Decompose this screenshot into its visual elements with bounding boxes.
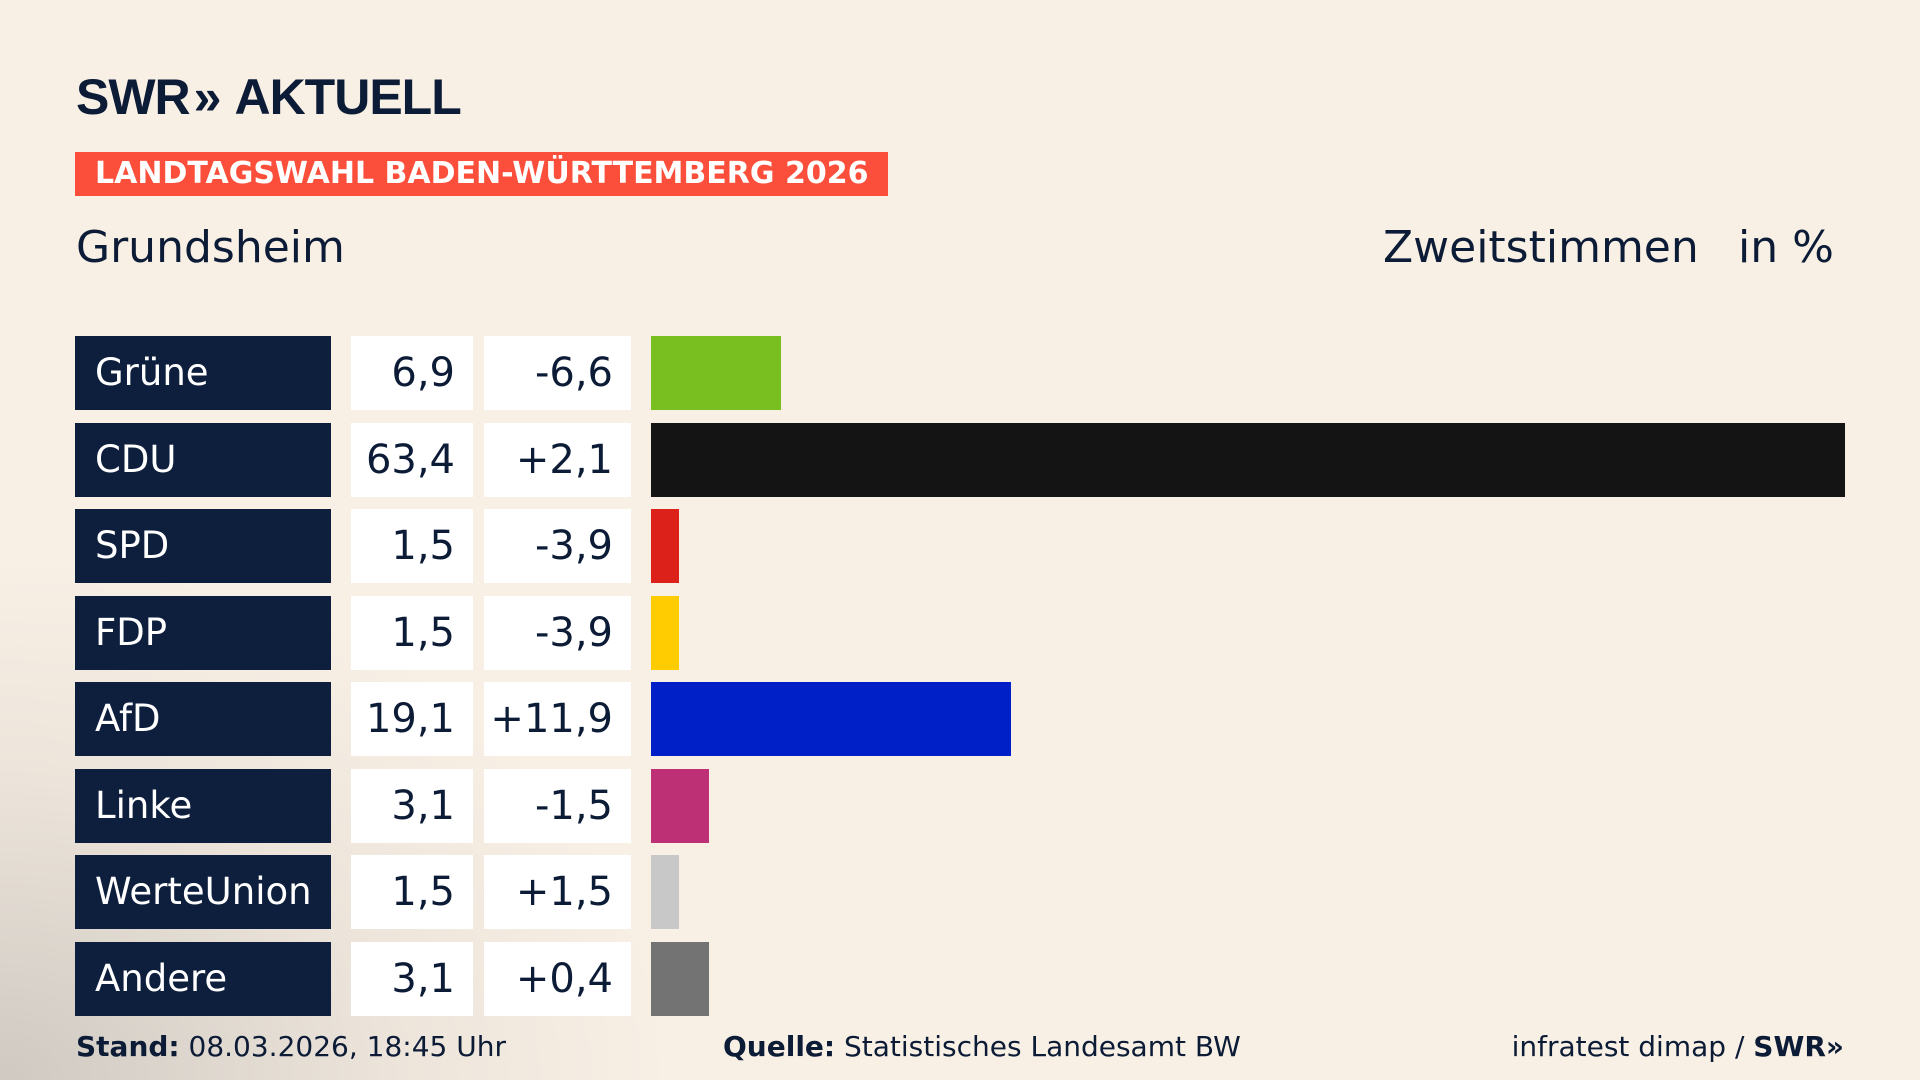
party-label: Grüne bbox=[75, 336, 331, 410]
bar bbox=[651, 509, 680, 583]
value-label: 3,1 bbox=[351, 768, 473, 843]
value-label: 19,1 bbox=[351, 682, 473, 756]
election-banner: LANDTAGSWAHL BADEN-WÜRTTEMBERG 2026 bbox=[75, 152, 889, 196]
diff-label: +0,4 bbox=[484, 941, 631, 1016]
logo-suffix: AKTUELL bbox=[234, 69, 461, 125]
party-label: Andere bbox=[75, 941, 331, 1016]
swr-aktuell-logo: SWR» AKTUELL bbox=[76, 68, 462, 126]
value-label: 1,5 bbox=[351, 595, 473, 670]
party-label: AfD bbox=[75, 682, 331, 756]
credit-info: infratest dimap / SWR» bbox=[1512, 1030, 1844, 1063]
diff-label: +11,9 bbox=[484, 682, 631, 756]
stand-label: Stand: bbox=[76, 1030, 180, 1063]
vote-type-label: Zweitstimmen bbox=[1383, 222, 1699, 273]
bar bbox=[651, 336, 781, 410]
source-info: Quelle: Statistisches Landesamt BW bbox=[723, 1030, 1241, 1063]
bar bbox=[651, 595, 680, 670]
diff-label: -6,6 bbox=[484, 336, 631, 410]
unit-label: in % bbox=[1738, 222, 1834, 273]
bar bbox=[651, 422, 1845, 497]
diff-label: -3,9 bbox=[484, 595, 631, 670]
value-label: 1,5 bbox=[351, 509, 473, 583]
party-label: FDP bbox=[75, 595, 331, 670]
bar bbox=[651, 855, 680, 929]
value-label: 63,4 bbox=[351, 422, 473, 497]
logo-text: SWR bbox=[76, 69, 191, 125]
diff-label: -1,5 bbox=[484, 768, 631, 843]
value-label: 3,1 bbox=[351, 941, 473, 1016]
party-label: WerteUnion bbox=[75, 855, 331, 929]
diff-label: +2,1 bbox=[484, 422, 631, 497]
source-label: Quelle: bbox=[723, 1030, 836, 1063]
party-label: SPD bbox=[75, 509, 331, 583]
party-label: Linke bbox=[75, 768, 331, 843]
double-chevron-icon: » bbox=[193, 69, 222, 125]
credit-text: infratest dimap / bbox=[1511, 1030, 1754, 1063]
party-label: CDU bbox=[75, 422, 331, 497]
stand-info: Stand: 08.03.2026, 18:45 Uhr bbox=[76, 1030, 506, 1063]
diff-label: -3,9 bbox=[484, 509, 631, 583]
place-title: Grundsheim bbox=[76, 222, 345, 273]
bar bbox=[651, 768, 710, 843]
stand-value: 08.03.2026, 18:45 Uhr bbox=[179, 1030, 506, 1063]
bar bbox=[651, 941, 710, 1016]
double-chevron-icon: » bbox=[1825, 1030, 1844, 1063]
swr-small-logo: SWR bbox=[1753, 1030, 1826, 1063]
value-label: 6,9 bbox=[351, 336, 473, 410]
diff-label: +1,5 bbox=[484, 855, 631, 929]
bar bbox=[651, 682, 1011, 756]
value-label: 1,5 bbox=[351, 855, 473, 929]
source-value: Statistisches Landesamt BW bbox=[835, 1030, 1241, 1063]
